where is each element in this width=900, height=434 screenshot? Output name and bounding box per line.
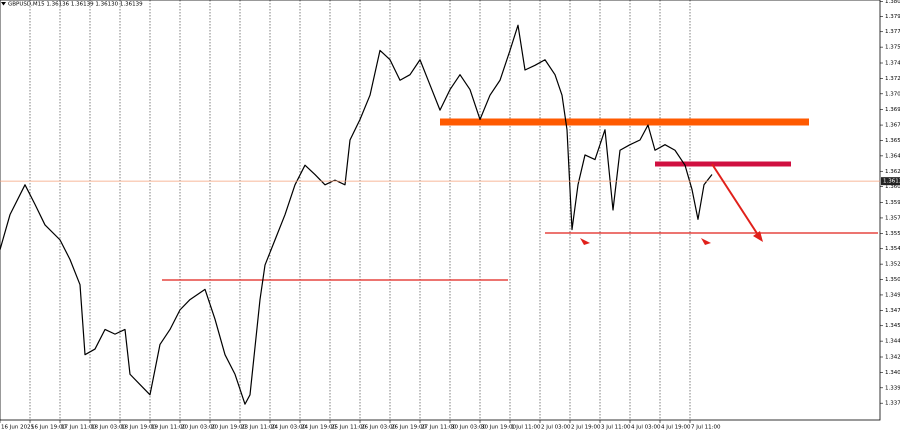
- y-tick-label: 1.3774: [885, 29, 900, 35]
- y-tick-label: 1.3558: [885, 231, 900, 237]
- series-layer: [0, 24, 880, 405]
- y-tick-label: 1.34425: [885, 339, 900, 345]
- x-tick-label: 3 Jul 11:00: [601, 425, 631, 431]
- y-tick-label: 1.3674: [885, 123, 900, 129]
- forecast-arrow: [711, 163, 761, 239]
- x-tick-label: 7 Jul 11:00: [691, 425, 721, 431]
- x-tick-label: 4 Jul 19:00: [661, 425, 691, 431]
- y-tick-label: 1.35745: [885, 215, 900, 221]
- x-tick-label: 18 Jun 19:00: [121, 425, 156, 431]
- y-tick-label: 1.3409: [885, 370, 900, 376]
- y-tick-label: 1.36575: [885, 138, 900, 144]
- y-tick-label: 1.36245: [885, 169, 900, 175]
- chart-title: GBPUSD,M15 1.36136 1.36139 1.36130 1.361…: [8, 2, 143, 8]
- x-tick-label: 19 Jun 11:00: [151, 425, 186, 431]
- x-tick-label: 20 Jun 03:00: [181, 425, 216, 431]
- x-tick-label: 26 Jun 19:00: [391, 425, 426, 431]
- y-tick-label: 1.3459: [885, 323, 900, 329]
- y-tick-label: 1.35415: [885, 246, 900, 252]
- y-tick-label: 1.3608: [885, 184, 900, 190]
- x-tick-label: 1 Jul 11:00: [511, 425, 541, 431]
- x-tick-label: 16 Jun 19:00: [31, 425, 66, 431]
- y-tick-label: 1.38065: [885, 0, 900, 5]
- y-tick-label: 1.34255: [885, 355, 900, 361]
- y-tick-label: 1.3724: [885, 76, 900, 82]
- y-tick-label: 1.37405: [885, 61, 900, 67]
- x-tick-label: 17 Jun 11:00: [61, 425, 96, 431]
- x-tick-label: 24 Jun 03:00: [271, 425, 306, 431]
- x-tick-label: 23 Jun 11:00: [241, 425, 276, 431]
- y-tick-label: 1.37905: [885, 14, 900, 20]
- y-tick-label: 1.34755: [885, 308, 900, 314]
- x-tick-label: 18 Jun 03:00: [91, 425, 126, 431]
- grid: [29, 0, 691, 420]
- x-tick-label: 4 Jul 03:00: [631, 425, 661, 431]
- current-price-box: [881, 177, 900, 186]
- y-tick-label: 1.3376: [885, 401, 900, 407]
- y-tick-label: 1.37575: [885, 45, 900, 51]
- x-tick-label: 27 Jun 11:00: [421, 425, 456, 431]
- y-tick-label: 1.33925: [885, 385, 900, 391]
- x-tick-label: 20 Jun 19:00: [211, 425, 246, 431]
- x-tick-label: 16 Jun 2025: [1, 425, 35, 431]
- y-tick-label: 1.3492: [885, 292, 900, 298]
- y-tick-label: 1.3525: [885, 262, 900, 268]
- x-tick-label: 2 Jul 19:00: [571, 425, 601, 431]
- menu-icon: [1, 2, 6, 6]
- marker: [580, 238, 590, 245]
- x-tick-label: 30 Jun 19:00: [481, 425, 516, 431]
- current-price-label: 1.36139: [883, 179, 900, 185]
- x-tick-label: 25 Jun 11:00: [331, 425, 366, 431]
- arrow-head: [753, 231, 763, 242]
- x-tick-label: 26 Jun 03:00: [361, 425, 396, 431]
- y-tick-label: 1.35085: [885, 277, 900, 283]
- marker: [701, 238, 711, 245]
- x-tick-label: 30 Jun 03:00: [451, 425, 486, 431]
- y-tick-label: 1.37075: [885, 91, 900, 97]
- y-tick-label: 1.36905: [885, 107, 900, 113]
- x-tick-label: 24 Jun 19:00: [301, 425, 336, 431]
- plot-frame: [0, 0, 881, 421]
- x-tick-label: 2 Jul 03:00: [541, 425, 571, 431]
- price-line: [0, 24, 713, 405]
